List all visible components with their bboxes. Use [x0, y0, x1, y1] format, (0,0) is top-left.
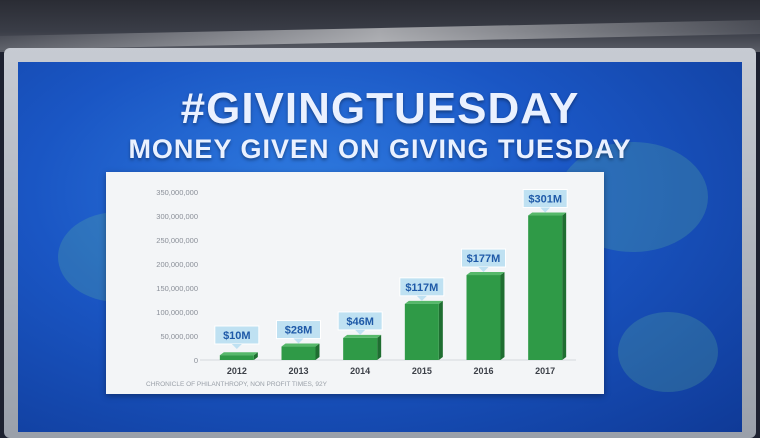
data-label: $117M: [405, 282, 438, 294]
bar-top: [219, 352, 258, 356]
bar-top: [281, 343, 320, 347]
bar-side: [253, 352, 258, 360]
data-label-pointer: [416, 295, 427, 301]
data-label: $10M: [223, 330, 251, 342]
chart-title: MONEY GIVEN ON GIVING TUESDAY: [128, 134, 632, 164]
data-label: $301M: [528, 194, 562, 206]
bar-side: [562, 212, 567, 360]
data-label-pointer: [478, 267, 489, 273]
data-label: $46M: [346, 316, 374, 328]
bar-chart: 0 50,000,000 100,000,000 150,000,000 200,000…: [146, 188, 576, 388]
x-tick-label: 2016: [473, 366, 493, 376]
bar-side: [315, 343, 320, 360]
y-tick-label: 150,000,000: [156, 284, 198, 293]
x-tick-label: 2013: [288, 366, 308, 376]
bar-top: [343, 334, 382, 338]
y-tick-label: 0: [194, 356, 198, 365]
x-tick-label: 2012: [227, 366, 247, 376]
bar: [281, 346, 316, 360]
data-label: $28M: [285, 325, 313, 337]
bar: [343, 337, 378, 360]
data-label-pointer: [293, 338, 304, 344]
x-tick-label: 2014: [350, 366, 370, 376]
headline: #GIVINGTUESDAY: [180, 84, 580, 133]
y-tick-label: 250,000,000: [156, 236, 198, 245]
bar-top: [528, 212, 567, 216]
bar-top: [466, 272, 505, 276]
bar-side: [438, 300, 443, 360]
chart-panel: 0 50,000,000 100,000,000 150,000,000 200,000…: [106, 172, 604, 394]
bar: [219, 355, 254, 360]
monitor-screen: #GIVINGTUESDAY MONEY GIVEN ON GIVING TUE…: [18, 62, 742, 432]
data-label-box: [337, 311, 383, 331]
y-tick-label: 300,000,000: [156, 212, 198, 221]
bar-top: [404, 300, 443, 304]
y-tick-label: 100,000,000: [156, 308, 198, 317]
bar: [404, 303, 439, 360]
y-tick-label: 350,000,000: [156, 188, 198, 197]
data-label-pointer: [540, 207, 551, 213]
map-decoration: [618, 312, 718, 392]
source-note: CHRONICLE OF PHILANTHROPY, NON PROFIT TI…: [146, 381, 328, 388]
y-tick-label: 50,000,000: [160, 332, 198, 341]
y-tick-label: 200,000,000: [156, 260, 198, 269]
bar-side: [500, 272, 505, 360]
x-tick-label: 2015: [412, 366, 432, 376]
bar-side: [377, 334, 382, 360]
bar: [466, 275, 501, 360]
x-tick-label: 2017: [535, 366, 555, 376]
data-label: $177M: [467, 253, 501, 265]
bar: [528, 215, 563, 360]
data-label-pointer: [355, 329, 366, 335]
data-label-pointer: [231, 344, 242, 349]
